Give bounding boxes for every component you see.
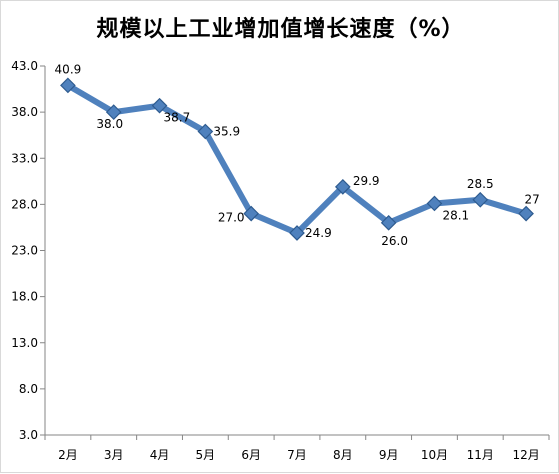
y-tick-label: 43.0 (11, 59, 38, 73)
y-tick-label: 18.0 (11, 290, 38, 304)
data-point-marker (60, 77, 76, 94)
data-point-marker (151, 97, 168, 114)
y-tick-label: 33.0 (11, 151, 38, 165)
x-tick-label: 4月 (150, 448, 170, 462)
data-point-marker (426, 195, 443, 212)
y-tick-label: 38.0 (11, 105, 38, 119)
data-point-marker (518, 205, 534, 222)
y-tick-label: 8.0 (19, 382, 38, 396)
data-label: 35.9 (213, 124, 240, 138)
y-tick-label: 23.0 (11, 244, 38, 258)
data-label: 27 (524, 193, 539, 207)
data-label: 38.7 (164, 111, 191, 125)
y-tick-label: 3.0 (19, 428, 38, 442)
data-label: 29.9 (353, 174, 380, 188)
x-tick-label: 10月 (421, 448, 448, 462)
x-tick-label: 6月 (241, 448, 261, 462)
data-label: 40.9 (55, 62, 82, 76)
x-tick-label: 11月 (467, 448, 494, 462)
data-point-marker (380, 214, 397, 231)
data-point-marker (243, 205, 260, 222)
data-label: 27.0 (218, 211, 245, 225)
x-tick-label: 3月 (104, 448, 124, 462)
data-label: 26.0 (381, 234, 408, 248)
data-label: 28.1 (442, 208, 469, 222)
x-tick-label: 12月 (512, 448, 539, 462)
data-label: 28.5 (467, 177, 494, 191)
y-tick-label: 13.0 (11, 336, 38, 350)
x-tick-label: 9月 (379, 448, 399, 462)
data-point-marker (334, 178, 351, 195)
chart-title: 规模以上工业增加值增长速度（%） (96, 17, 465, 42)
x-tick-label: 7月 (287, 448, 307, 462)
data-label: 38.0 (96, 117, 123, 131)
data-point-marker (472, 191, 489, 208)
x-tick-label: 5月 (196, 448, 216, 462)
data-point-marker (197, 123, 214, 140)
data-point-marker (289, 225, 305, 241)
x-tick-label: 2月 (58, 448, 78, 462)
x-tick-label: 8月 (333, 448, 353, 462)
data-label: 24.9 (305, 226, 332, 240)
data-point-marker (105, 104, 122, 120)
y-tick-label: 28.0 (11, 197, 38, 211)
